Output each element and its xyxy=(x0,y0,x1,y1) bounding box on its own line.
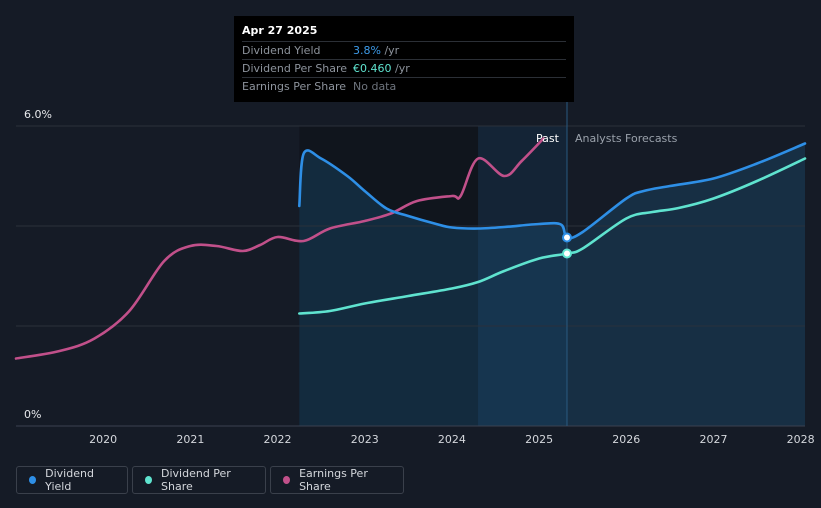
past-label: Past xyxy=(536,132,560,145)
tooltip-row-dividend-per-share: Dividend Per Share €0.460 /yr xyxy=(242,59,566,77)
tooltip-label: Dividend Yield xyxy=(242,44,321,57)
legend-label: Dividend Yield xyxy=(45,467,94,493)
dividend-per-share-marker xyxy=(561,248,572,259)
legend-label: Earnings Per Share xyxy=(299,467,368,493)
y-tick-label-top: 6.0% xyxy=(24,108,52,121)
x-tick-label: 2023 xyxy=(351,433,379,446)
tooltip-value: €0.460 /yr xyxy=(353,62,410,75)
tooltip-date: Apr 27 2025 xyxy=(242,24,318,37)
legend-dividend-yield[interactable]: Dividend Yield xyxy=(16,466,128,494)
tooltip-value: No data xyxy=(353,80,397,93)
earnings-per-share-line xyxy=(14,137,545,360)
series-lines xyxy=(14,137,807,360)
x-tick-label: 2026 xyxy=(612,433,640,446)
dividend-yield-area xyxy=(299,143,805,426)
x-tick-label: 2024 xyxy=(438,433,466,446)
legend-dot-icon xyxy=(283,476,291,484)
x-axis-ticks: 2020 2021 2022 2023 2024 2025 2026 2027 2028 xyxy=(89,433,814,446)
tooltip-row-earnings-per-share: Earnings Per Share No data xyxy=(242,77,566,95)
x-tick-label: 2022 xyxy=(264,433,292,446)
forecast-label: Analysts Forecasts xyxy=(575,132,678,145)
dividend-yield-marker xyxy=(561,232,572,243)
legend-dot-icon xyxy=(29,476,37,484)
tooltip-value: 3.8% /yr xyxy=(353,44,400,57)
y-tick-label-bottom: 0% xyxy=(24,408,41,421)
legend-dividend-per-share[interactable]: Dividend Per Share xyxy=(132,466,266,494)
tooltip: Apr 27 2025 Dividend Yield 3.8% /yr Divi… xyxy=(234,16,574,102)
tooltip-label: Dividend Per Share xyxy=(242,62,348,75)
x-tick-label: 2028 xyxy=(787,433,815,446)
tooltip-row-dividend-yield: Dividend Yield 3.8% /yr xyxy=(242,41,566,59)
legend-label: Dividend Per Share xyxy=(161,467,231,493)
x-tick-label: 2020 xyxy=(89,433,117,446)
x-tick-label: 2025 xyxy=(525,433,553,446)
present-markers xyxy=(561,232,572,259)
legend-dot-icon xyxy=(145,476,152,484)
legend-earnings-per-share[interactable]: Earnings Per Share xyxy=(270,466,404,494)
dividend-yield-line xyxy=(298,142,807,240)
x-tick-label: 2027 xyxy=(699,433,727,446)
gridlines xyxy=(16,125,805,427)
dividend-per-share-line xyxy=(298,157,807,315)
tooltip-label: Earnings Per Share xyxy=(242,80,347,93)
x-tick-label: 2021 xyxy=(176,433,204,446)
